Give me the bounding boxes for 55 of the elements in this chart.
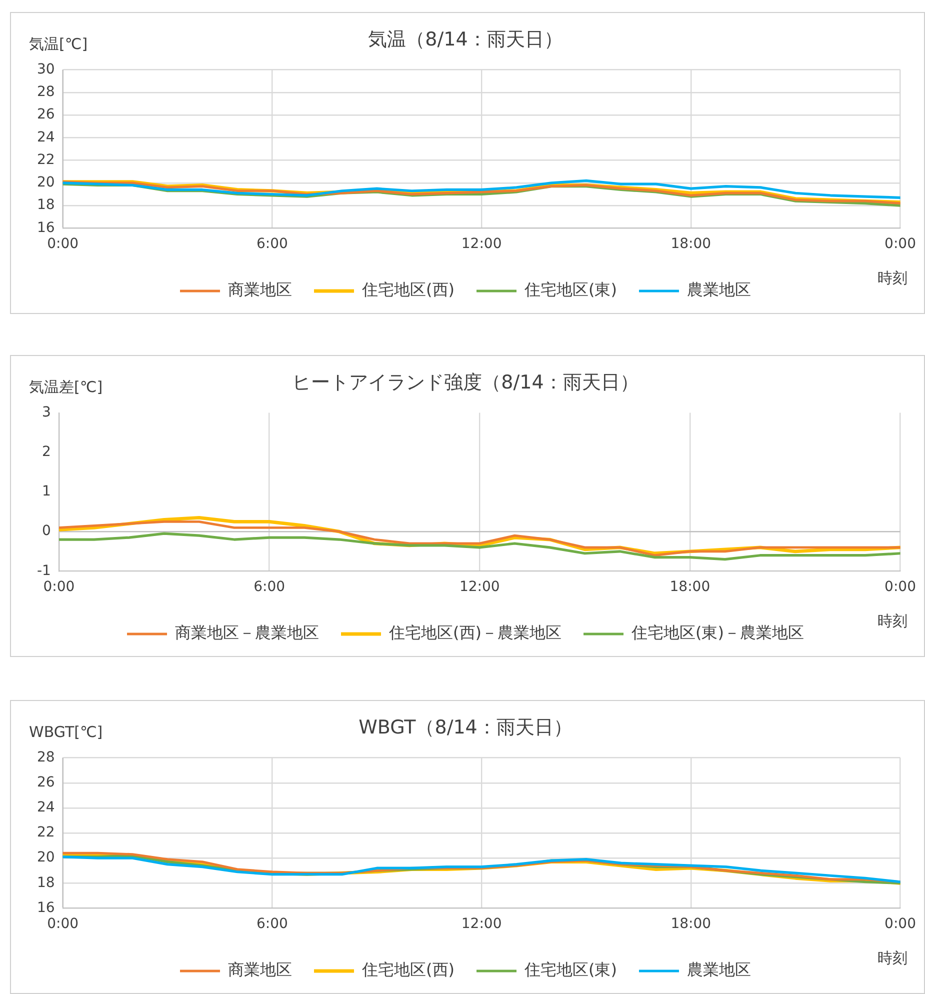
y-tick-label: 24 bbox=[36, 129, 55, 146]
x-tick-label: 18:00 bbox=[670, 916, 712, 932]
x-tick-label: 0:00 bbox=[43, 579, 75, 596]
legend-label: 農業地区 bbox=[686, 960, 751, 980]
y-tick-label: 28 bbox=[36, 84, 55, 100]
y-tick-label: 28 bbox=[36, 749, 55, 766]
y-tick-label: 26 bbox=[36, 774, 55, 791]
chart-title: ヒートアイランド強度（8/14：雨天日） bbox=[292, 371, 639, 394]
legend-label: 住宅地区(西)－農業地区 bbox=[388, 623, 562, 642]
y-tick-label: 1 bbox=[42, 484, 51, 500]
x-tick-label: 18:00 bbox=[670, 236, 712, 252]
y-tick-label: 18 bbox=[36, 197, 55, 214]
x-tick-label: 6:00 bbox=[256, 236, 288, 252]
legend-label: 住宅地区(西) bbox=[361, 280, 454, 300]
legend-label: 商業地区－農業地区 bbox=[175, 623, 320, 642]
x-tick-label: 0:00 bbox=[884, 236, 916, 252]
y-tick-label: 30 bbox=[36, 61, 55, 78]
legend-label: 住宅地区(東) bbox=[524, 960, 617, 980]
x-axis-title: 時刻 bbox=[877, 269, 908, 287]
x-tick-label: 0:00 bbox=[884, 916, 916, 932]
y-tick-label: 26 bbox=[36, 106, 55, 123]
x-axis-title: 時刻 bbox=[877, 949, 908, 967]
y-tick-label: 3 bbox=[42, 404, 51, 420]
y-tick-label: 20 bbox=[36, 850, 55, 866]
x-tick-label: 0:00 bbox=[884, 579, 916, 596]
x-tick-label: 18:00 bbox=[670, 579, 710, 596]
y-tick-label: 2 bbox=[42, 444, 51, 460]
legend-label: 住宅地区(西) bbox=[361, 960, 454, 980]
chart-title: WBGT（8/14：雨天日） bbox=[358, 716, 572, 738]
y-tick-label: 24 bbox=[36, 800, 55, 816]
x-tick-label: 12:00 bbox=[461, 236, 502, 252]
y-tick-label: 20 bbox=[36, 174, 55, 191]
x-tick-label: 0:00 bbox=[47, 236, 79, 252]
y-axis-title: WBGT[℃] bbox=[29, 723, 103, 741]
y-tick-label: 16 bbox=[36, 220, 55, 236]
y-tick-label: 16 bbox=[36, 900, 55, 916]
legend-label: 商業地区 bbox=[228, 960, 292, 980]
y-tick-label: 22 bbox=[36, 824, 55, 841]
x-tick-label: 6:00 bbox=[254, 579, 286, 596]
chart-title: 気温（8/14：雨天日） bbox=[368, 28, 563, 50]
y-axis-title: 気温差[℃] bbox=[29, 378, 103, 396]
x-tick-label: 12:00 bbox=[461, 916, 502, 932]
legend-label: 農業地区 bbox=[686, 280, 751, 300]
x-tick-label: 0:00 bbox=[47, 916, 79, 932]
y-tick-label: 18 bbox=[36, 874, 55, 891]
y-tick-label: -1 bbox=[36, 562, 51, 579]
x-tick-label: 12:00 bbox=[459, 579, 500, 596]
legend-label: 住宅地区(東)－農業地区 bbox=[630, 623, 804, 642]
y-axis-title: 気温[℃] bbox=[29, 35, 88, 53]
x-axis-title: 時刻 bbox=[877, 612, 908, 630]
y-tick-label: 22 bbox=[36, 152, 55, 168]
x-tick-label: 6:00 bbox=[256, 916, 288, 932]
y-tick-label: 0 bbox=[42, 523, 51, 540]
legend-label: 商業地区 bbox=[228, 280, 292, 300]
legend-label: 住宅地区(東) bbox=[524, 280, 617, 300]
